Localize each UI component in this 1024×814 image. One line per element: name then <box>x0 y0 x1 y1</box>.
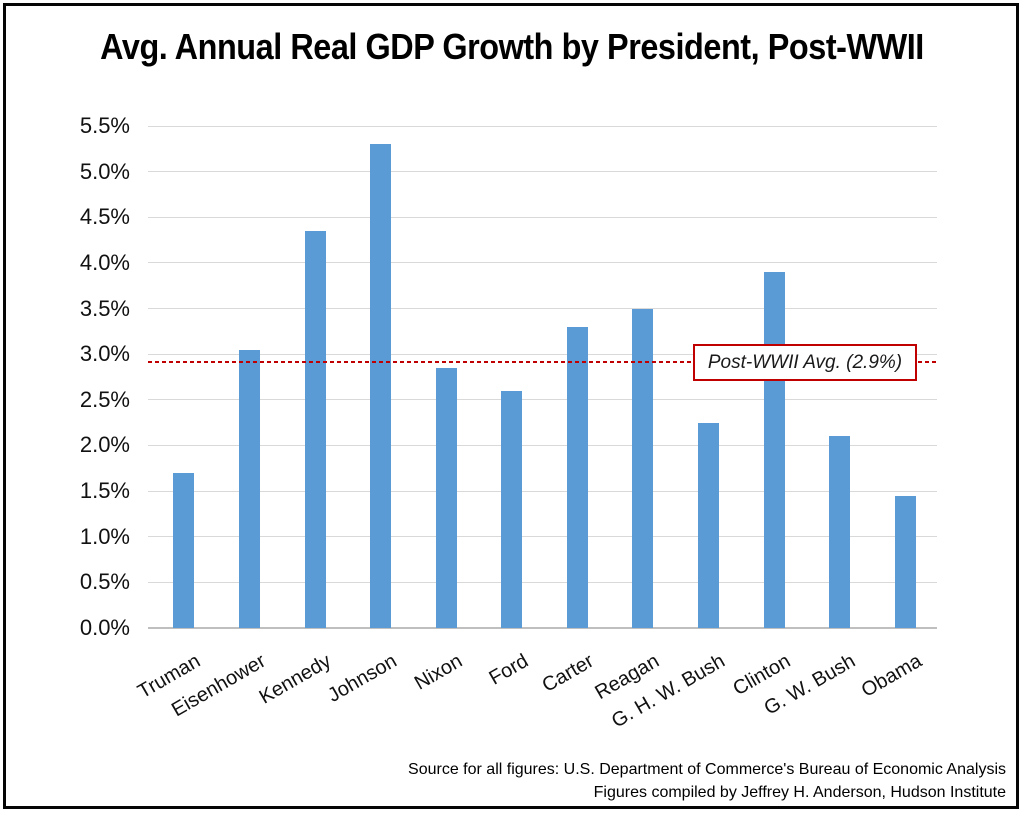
gridline <box>148 490 937 492</box>
y-axis-tick-label: 0.5% <box>79 569 130 595</box>
average-reference-line <box>148 361 937 364</box>
bar-kennedy <box>304 231 326 628</box>
gridline <box>148 536 937 538</box>
source-note: Source for all figures: U.S. Department … <box>408 758 1006 804</box>
y-axis-tick-label: 0.0% <box>79 615 130 640</box>
source-line-2: Figures compiled by Jeffrey H. Anderson,… <box>593 784 1006 801</box>
average-annotation-label: Post-WWII Avg. (2.9%) <box>707 351 903 373</box>
bar-eisenhower <box>238 349 260 628</box>
y-axis-tick-label: 1.5% <box>79 478 130 504</box>
gridline <box>148 125 937 127</box>
source-line-1: Source for all figures: U.S. Department … <box>408 761 1006 778</box>
x-axis-category-label: Obama <box>857 650 926 702</box>
y-axis-tick-label: 2.5% <box>79 386 130 412</box>
gridline <box>148 171 937 173</box>
gridline <box>148 581 937 583</box>
bar-reagan <box>632 308 654 628</box>
bar-ford <box>501 390 523 628</box>
bar-carter <box>566 326 588 628</box>
bar-obama <box>894 495 916 628</box>
x-axis-category-label: Ford <box>485 650 532 690</box>
gridline <box>148 262 937 264</box>
y-axis-tick-label: 1.0% <box>79 523 130 549</box>
x-axis-line <box>148 627 937 629</box>
gridline <box>148 353 937 355</box>
y-axis-tick-label: 3.5% <box>79 295 130 321</box>
y-axis-tick-label: 4.0% <box>79 249 130 275</box>
average-annotation-box: Post-WWII Avg. (2.9%) <box>693 344 917 381</box>
chart-title: Avg. Annual Real GDP Growth by President… <box>100 26 924 67</box>
bar-clinton <box>763 272 785 628</box>
x-axis-category-label: Kennedy <box>255 650 335 709</box>
x-axis-category-label: Carter <box>538 650 598 697</box>
bar-nixon <box>435 367 457 628</box>
bar-johnson <box>370 144 391 628</box>
y-axis-tick-label: 2.0% <box>79 432 130 458</box>
bar-g-h-w-bush <box>698 422 719 628</box>
y-axis-tick-label: 3.0% <box>79 341 130 367</box>
bar-g-w-bush <box>829 436 851 628</box>
y-axis-tick-label: 5.5% <box>79 113 130 138</box>
gridline <box>148 444 937 446</box>
bar-truman <box>173 472 195 628</box>
gridline <box>148 399 937 401</box>
gridline <box>148 216 937 218</box>
y-axis-tick-label: 4.5% <box>79 204 130 230</box>
x-axis-category-label: Johnson <box>324 650 401 707</box>
x-axis-category-label: Nixon <box>410 650 467 695</box>
gridline <box>148 308 937 310</box>
y-axis-tick-label: 5.0% <box>79 158 130 184</box>
